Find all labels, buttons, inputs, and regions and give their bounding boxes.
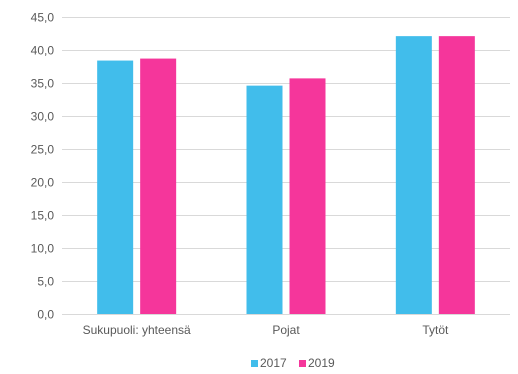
y-tick-label: 35,0: [31, 77, 55, 91]
y-tick-label: 15,0: [31, 209, 55, 223]
y-tick-label: 20,0: [31, 176, 55, 190]
x-category-label: Pojat: [272, 323, 300, 337]
x-axis-category-labels: Sukupuoli: yhteensä Pojat Tytöt: [83, 323, 449, 337]
y-axis-tick-labels: 0,0 5,0 10,0 15,0 20,0 25,0 30,0 35,0 40,0 45,0: [31, 11, 55, 322]
y-tick-label: 40,0: [31, 44, 55, 58]
bar-2017-1: [246, 85, 283, 314]
bar-2019-0: [140, 58, 177, 314]
bar-2017-2: [395, 36, 432, 314]
y-tick-label: 45,0: [31, 11, 55, 25]
legend-label-2017: 2017: [260, 356, 287, 370]
x-category-label: Sukupuoli: yhteensä: [83, 323, 191, 337]
legend-swatch-2019: [299, 360, 306, 367]
x-category-label: Tytöt: [422, 323, 449, 337]
y-tick-label: 25,0: [31, 143, 55, 157]
legend: 2017 2019: [251, 356, 335, 370]
y-tick-label: 30,0: [31, 110, 55, 124]
y-tick-label: 5,0: [37, 275, 54, 289]
legend-swatch-2017: [251, 360, 258, 367]
bars: [97, 36, 475, 315]
bar-2019-1: [289, 78, 326, 314]
y-tick-label: 0,0: [37, 308, 54, 322]
y-tick-label: 10,0: [31, 242, 55, 256]
legend-label-2019: 2019: [308, 356, 335, 370]
bar-2017-0: [97, 60, 134, 315]
gridlines: [62, 17, 510, 315]
bar-2019-2: [438, 36, 475, 314]
